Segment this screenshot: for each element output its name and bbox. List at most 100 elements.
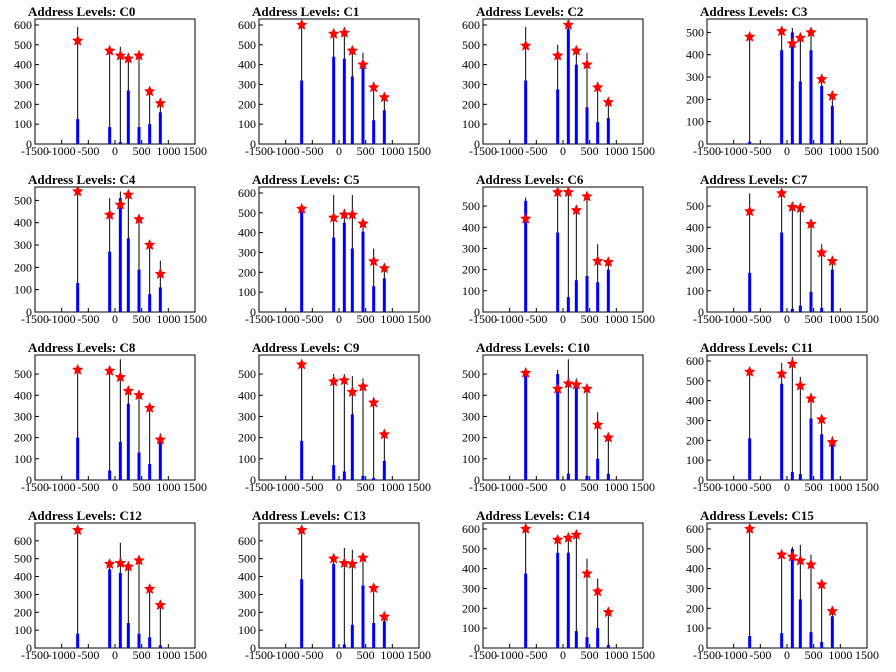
blue-bar [556, 374, 560, 480]
star-marker [775, 548, 788, 560]
star-marker [295, 523, 308, 536]
y-tick-label: 400 [238, 58, 256, 72]
chart-title: Address Levels: C11 [700, 340, 814, 355]
plot-frame [34, 186, 196, 313]
x-tick-label: -1500 [245, 648, 273, 662]
y-tick-label: 300 [686, 241, 704, 255]
y-tick-label: 500 [238, 552, 256, 566]
blue-bar [820, 642, 824, 648]
star-marker [786, 550, 799, 562]
star-marker [367, 81, 380, 93]
y-tick-label: 200 [238, 605, 256, 619]
x-tick-label: -1000 [48, 144, 76, 158]
star-marker [133, 554, 145, 566]
star-marker [133, 389, 145, 401]
y-tick-label: 0 [474, 305, 480, 319]
y-tick-label: 500 [14, 367, 32, 381]
y-tick-label: 400 [14, 58, 32, 72]
y-tick-label: 0 [474, 641, 480, 655]
chart-panel: Address Levels: C11 -1500 -1000 -500 0 500 100… [672, 336, 896, 504]
x-tick-label: 1500 [183, 648, 207, 662]
blue-bar [524, 80, 528, 144]
x-tick-label: 1000 [380, 648, 404, 662]
y-tick-label: 400 [14, 216, 32, 230]
star-marker [122, 52, 135, 64]
blue-bar [585, 475, 589, 480]
x-tick-label: -500 [525, 144, 547, 158]
x-tick-label: 500 [357, 480, 375, 494]
blue-bar [524, 374, 528, 480]
blue-bar [574, 631, 578, 648]
plot-frame [706, 18, 868, 145]
x-tick-label: 1500 [631, 144, 655, 158]
blue-bar [126, 90, 130, 144]
blue-bar [809, 291, 813, 312]
blue-bar [780, 383, 784, 480]
star-marker [143, 85, 156, 97]
blue-bar [137, 452, 141, 480]
star-marker [786, 37, 799, 49]
star-marker [794, 379, 807, 391]
chart-panel: Address Levels: C10 -1500 -1000 -500 0 500 100… [448, 336, 672, 504]
blue-bar [158, 112, 162, 144]
x-tick-label: -1000 [48, 480, 76, 494]
x-tick-label: 0 [336, 648, 342, 662]
blue-bar [300, 440, 304, 480]
star-marker [114, 371, 127, 383]
star-marker [114, 198, 127, 210]
blue-bar [566, 552, 570, 648]
y-tick-label: 0 [698, 305, 704, 319]
x-tick-label: -1500 [693, 144, 721, 158]
y-tick-label: 500 [462, 367, 480, 381]
y-tick-label: 400 [462, 562, 480, 576]
star-marker [570, 204, 583, 216]
y-tick-label: 400 [238, 570, 256, 584]
plot-frame [258, 354, 420, 481]
star-marker [551, 382, 564, 394]
y-tick-label: 300 [238, 409, 256, 423]
x-tick-label: 1500 [407, 648, 431, 662]
x-tick-label: 1000 [604, 144, 628, 158]
x-tick-label: 1000 [156, 144, 180, 158]
y-tick-label: 600 [686, 354, 704, 368]
chart-svg: -1500-1000 -500 0 500 1000 1500 0 100 200 300 400 5… [686, 522, 879, 662]
star-marker [551, 533, 564, 545]
y-tick-label: 400 [686, 220, 704, 234]
blue-bar [382, 110, 386, 144]
star-marker [570, 528, 583, 540]
x-tick-label: -1500 [245, 480, 273, 494]
y-tick-label: 300 [14, 409, 32, 423]
y-tick-label: 100 [14, 623, 32, 637]
x-tick-label: 0 [336, 480, 342, 494]
star-marker [338, 374, 351, 386]
star-marker [562, 531, 575, 543]
x-tick-label: 0 [112, 480, 118, 494]
chart-panel: Address Levels: C15 -1500 -1000 -500 0 500 100… [672, 504, 896, 672]
blue-bar [596, 458, 600, 480]
chart-panel: Address Levels: C2 -1500 -1000 -500 0 500 1000… [448, 0, 672, 168]
blue-bar [748, 438, 752, 480]
blue-bar [585, 637, 589, 648]
x-tick-label: -500 [301, 480, 323, 494]
x-tick-label: 0 [560, 312, 566, 326]
blue-bar [372, 286, 376, 312]
blue-bar [158, 287, 162, 312]
blue-bar [566, 28, 570, 144]
blue-bar [524, 573, 528, 648]
y-tick-label: 0 [26, 641, 32, 655]
x-tick-label: 0 [560, 648, 566, 662]
y-tick-label: 0 [698, 641, 704, 655]
x-tick-label: 0 [336, 312, 342, 326]
chart-svg: -1500-1000 -500 0 500 1000 1500 0 100 200 300 400 5… [238, 18, 431, 158]
y-tick-label: 600 [238, 186, 256, 200]
blue-bar [585, 275, 589, 312]
x-tick-label: -1000 [272, 480, 300, 494]
star-marker [602, 431, 615, 443]
star-marker [154, 433, 167, 445]
x-tick-label: 0 [560, 144, 566, 158]
chart-svg: -1500-1000 -500 0 500 1000 1500 0 100 200 300 400 5… [14, 185, 207, 326]
y-tick-label: 500 [14, 38, 32, 52]
chart-panel: Address Levels: C5 -1500 -1000 -500 0 500 1000… [224, 168, 448, 336]
y-tick-label: 200 [14, 431, 32, 445]
blue-bar [342, 644, 346, 648]
